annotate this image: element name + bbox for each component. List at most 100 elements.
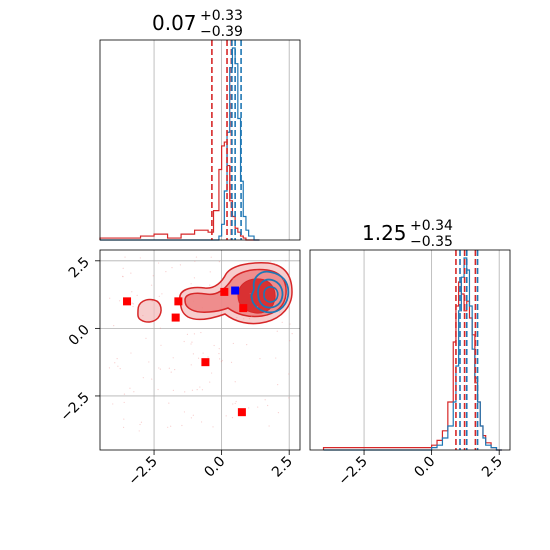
sample-dot bbox=[152, 275, 154, 277]
sample-dot bbox=[236, 316, 238, 319]
sample-dot bbox=[130, 352, 132, 354]
sample-dot bbox=[132, 305, 134, 308]
sample-dot bbox=[190, 283, 192, 285]
sample-dot bbox=[232, 277, 234, 279]
sample-dot bbox=[257, 406, 259, 408]
red-contour-core bbox=[237, 278, 276, 314]
sample-dot bbox=[248, 317, 251, 320]
sample-dot bbox=[170, 371, 172, 373]
sample-dot bbox=[124, 256, 126, 258]
sample-dot bbox=[237, 300, 239, 303]
sample-dot bbox=[192, 353, 194, 355]
y-tick-label: 2.5 bbox=[66, 254, 93, 281]
sample-dot bbox=[249, 293, 251, 295]
sample-dot bbox=[165, 271, 167, 273]
x-tick-label: −2.5 bbox=[126, 454, 161, 489]
sample-dot bbox=[246, 344, 248, 346]
sample-dot bbox=[269, 260, 272, 262]
sample-dot bbox=[158, 367, 160, 369]
title-param-2: 1.25 +0.34 −0.35 bbox=[362, 218, 453, 250]
marginal-panel-2: −2.5 0.0 2.5 bbox=[309, 249, 511, 489]
sample-dot bbox=[192, 300, 195, 302]
sample-dot bbox=[109, 297, 111, 299]
sample-dot bbox=[184, 391, 186, 393]
joint-frame bbox=[99, 249, 301, 451]
sample-dot bbox=[131, 291, 133, 293]
title-1-value: 0.07 bbox=[152, 11, 197, 35]
scatter-marker bbox=[239, 304, 248, 313]
red-contour-small bbox=[137, 298, 162, 323]
sample-dot bbox=[113, 325, 115, 327]
scatter-marker bbox=[220, 287, 229, 296]
sample-dot bbox=[159, 327, 161, 329]
title-2-value: 1.25 bbox=[362, 221, 407, 245]
sample-dot bbox=[168, 402, 170, 404]
marginal-2-frame bbox=[309, 249, 511, 451]
sample-dot bbox=[122, 426, 125, 428]
sample-dot bbox=[123, 393, 126, 395]
sample-dot bbox=[108, 367, 111, 369]
sample-dot bbox=[291, 332, 293, 335]
sample-dot bbox=[151, 378, 153, 380]
sample-dot bbox=[197, 357, 200, 359]
sample-dot bbox=[234, 402, 236, 404]
marginal-panel-1 bbox=[99, 39, 301, 241]
title-2-minus: −0.35 bbox=[410, 234, 453, 250]
sample-dot bbox=[285, 260, 287, 262]
sample-dot bbox=[123, 401, 125, 404]
sample-dot bbox=[174, 368, 176, 371]
sample-dot bbox=[257, 306, 259, 308]
sample-dot bbox=[139, 423, 141, 426]
sample-dot bbox=[275, 357, 277, 359]
marginal-2-red-histogram bbox=[322, 281, 502, 451]
sample-dot bbox=[251, 315, 253, 317]
x-tick-label: 0.0 bbox=[201, 454, 228, 481]
marginal-1-grid bbox=[153, 40, 290, 240]
sample-dot bbox=[209, 271, 211, 273]
sample-dot bbox=[202, 352, 204, 354]
x-tick-label: 2.5 bbox=[479, 454, 506, 481]
sample-dot bbox=[183, 340, 185, 343]
sample-dot bbox=[158, 295, 160, 297]
sample-dot bbox=[256, 269, 258, 271]
sample-dot bbox=[212, 426, 214, 428]
sample-dot bbox=[196, 389, 198, 391]
sample-dot bbox=[191, 389, 194, 391]
sample-dot bbox=[186, 333, 189, 336]
sample-dot bbox=[139, 257, 141, 259]
sample-dot bbox=[167, 426, 169, 428]
scatter-marker bbox=[237, 408, 246, 417]
sample-dot bbox=[275, 263, 277, 266]
sample-dot bbox=[171, 267, 173, 269]
title-param-1: 0.07 +0.33 −0.39 bbox=[152, 8, 243, 40]
title-1-plus: +0.33 bbox=[200, 8, 243, 24]
joint-panel: −2.5 0.0 2.5 −2.5 0.0 2.5 bbox=[57, 249, 301, 489]
joint-scatter-dots bbox=[108, 256, 293, 432]
sample-dot bbox=[218, 348, 220, 350]
sample-dot bbox=[179, 264, 182, 266]
sample-dot bbox=[227, 284, 229, 286]
sample-dot bbox=[243, 318, 245, 320]
sample-dot bbox=[210, 256, 212, 258]
scatter-marker bbox=[174, 297, 183, 306]
sample-dot bbox=[248, 407, 250, 409]
x-tick-label: 0.0 bbox=[411, 454, 438, 481]
scatter-marker bbox=[123, 297, 132, 306]
sample-dot bbox=[145, 337, 147, 339]
sample-dot bbox=[289, 323, 291, 325]
sample-dot bbox=[151, 320, 153, 322]
sample-dot bbox=[117, 365, 119, 367]
blue-contour-inner bbox=[263, 286, 279, 303]
blue-contour-outer bbox=[250, 270, 290, 314]
sample-dot bbox=[199, 386, 201, 388]
sample-dot bbox=[278, 311, 281, 313]
sample-dot bbox=[209, 284, 211, 286]
sample-dot bbox=[172, 389, 174, 391]
sample-dot bbox=[268, 425, 270, 427]
sample-dot bbox=[112, 403, 114, 405]
sample-dot bbox=[200, 421, 203, 423]
scatter-marker bbox=[201, 358, 210, 367]
sample-dot bbox=[142, 314, 144, 317]
y-tick-label: −2.5 bbox=[57, 389, 92, 424]
sample-dot bbox=[281, 321, 283, 323]
